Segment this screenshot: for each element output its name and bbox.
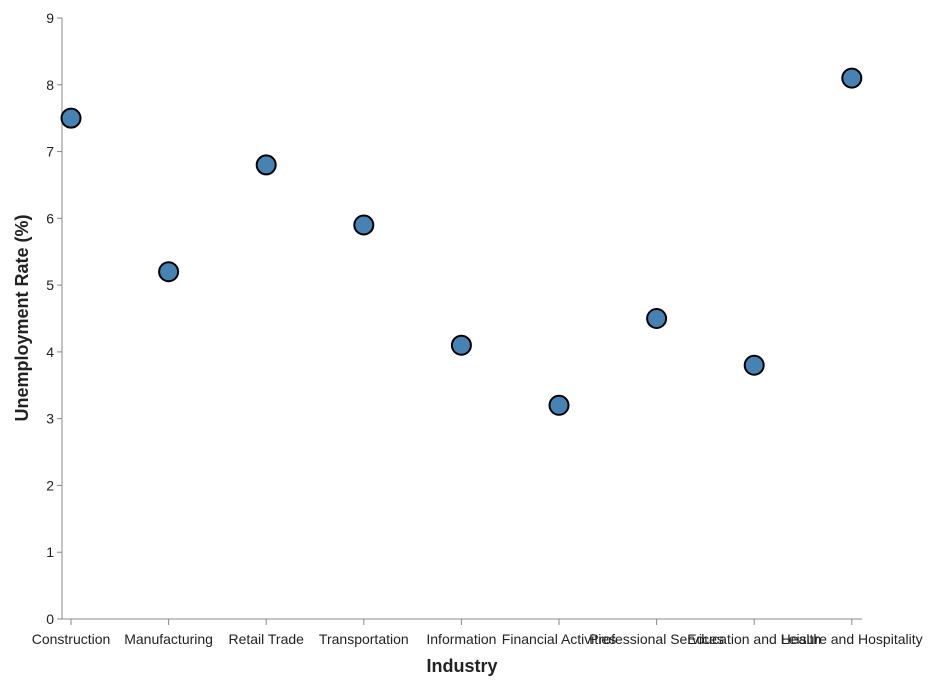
y-tick-label: 3 bbox=[46, 411, 54, 427]
data-point bbox=[743, 354, 765, 376]
x-tick-label: Transportation bbox=[319, 631, 409, 647]
data-point bbox=[646, 308, 668, 329]
data-point bbox=[841, 67, 863, 89]
y-axis: 0 1 2 3 4 5 6 7 8 9 bbox=[46, 10, 63, 627]
y-tick-label: 2 bbox=[46, 477, 54, 493]
data-point bbox=[158, 261, 180, 283]
y-tick-label: 5 bbox=[46, 277, 54, 293]
data-point bbox=[353, 214, 375, 236]
y-axis-title: Unemployment Rate (%) bbox=[12, 214, 32, 421]
data-point bbox=[450, 334, 472, 356]
y-tick-label: 4 bbox=[46, 344, 54, 360]
x-axis-title: Industry bbox=[426, 656, 497, 676]
x-tick-label: Leisure and Hospitality bbox=[781, 631, 923, 647]
x-tick-label: Construction bbox=[32, 631, 111, 647]
x-tick-label: Professional Services bbox=[589, 631, 724, 647]
y-tick-label: 9 bbox=[46, 10, 54, 26]
x-axis: Construction Manufacturing Retail Trade Tra… bbox=[32, 618, 923, 647]
y-tick-label: 7 bbox=[46, 144, 54, 160]
x-tick-label: Manufacturing bbox=[124, 631, 213, 647]
y-tick-label: 6 bbox=[46, 210, 54, 226]
data-points bbox=[60, 67, 863, 416]
x-tick-label: Information bbox=[426, 631, 496, 647]
y-tick-label: 8 bbox=[46, 77, 54, 93]
y-tick-label: 1 bbox=[46, 544, 54, 560]
x-tick-label: Retail Trade bbox=[228, 631, 304, 647]
y-tick-label: 0 bbox=[46, 611, 54, 627]
data-point bbox=[255, 154, 277, 176]
x-tick-label: Education and Health bbox=[687, 631, 821, 647]
data-point bbox=[60, 107, 82, 129]
x-tick-label: Financial Activities bbox=[502, 631, 616, 647]
data-point bbox=[548, 394, 570, 416]
